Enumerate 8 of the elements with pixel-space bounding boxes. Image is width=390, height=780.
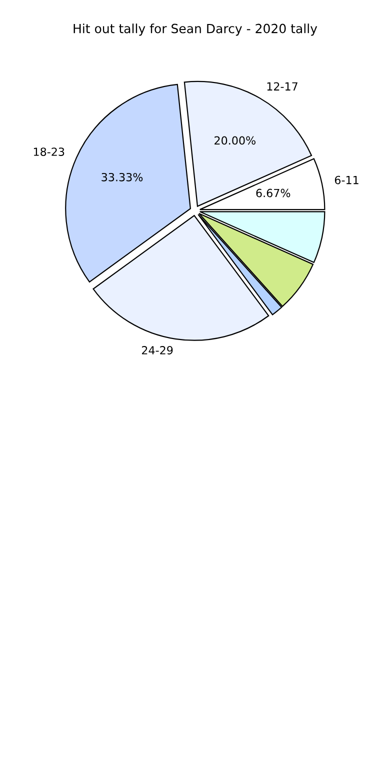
data-label: 20.00% <box>214 136 256 145</box>
slice-label: 18-23 <box>34 148 64 156</box>
slice-label: 12-17 <box>267 82 298 90</box>
data-label: 6.67% <box>256 188 290 198</box>
slice-label: 24-29 <box>142 346 173 354</box>
slice-label: 6-11 <box>334 176 358 184</box>
chart-title: Hit out tally for Sean Darcy - 2020 tally <box>74 24 318 36</box>
data-label: 33.33% <box>102 172 143 182</box>
